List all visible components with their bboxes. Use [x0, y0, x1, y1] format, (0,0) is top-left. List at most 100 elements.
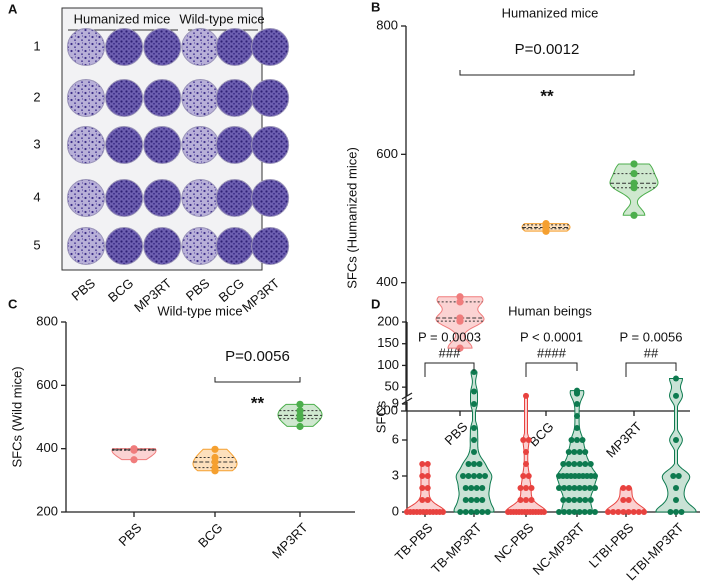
data-point — [419, 473, 426, 479]
row-label: 4 — [33, 189, 40, 204]
data-point — [630, 211, 638, 219]
p-value: P=0.0012 — [515, 41, 580, 58]
x-tick-label: TB-PBS — [392, 520, 436, 564]
data-point — [582, 497, 589, 503]
group-label: Humanized mice — [74, 11, 171, 26]
well — [251, 28, 290, 66]
data-point — [130, 445, 138, 453]
significance: #### — [537, 345, 567, 360]
x-tick-label: TB-MP3RT — [428, 520, 484, 576]
data-point — [465, 461, 472, 467]
data-point — [419, 461, 426, 467]
y-tick-label: 150 — [377, 335, 399, 350]
data-point — [457, 509, 464, 515]
data-point — [473, 485, 480, 491]
significance: ** — [251, 393, 265, 412]
x-tick-label: NC-MP3RT — [530, 520, 588, 578]
data-point — [471, 473, 477, 479]
well — [181, 179, 220, 217]
data-point — [476, 461, 483, 467]
y-tick-label: 400 — [36, 440, 58, 455]
well — [143, 126, 182, 164]
data-point — [571, 449, 578, 455]
data-point — [211, 464, 219, 472]
y-tick-label: 6 — [392, 431, 399, 446]
bracket — [424, 362, 475, 377]
y-axis-label: SFCs (Wild mice) — [9, 366, 24, 467]
well — [215, 79, 254, 117]
data-point — [456, 298, 464, 306]
data-point — [523, 392, 529, 399]
data-point — [587, 461, 594, 467]
row-label: 5 — [33, 237, 40, 252]
data-point — [592, 473, 598, 479]
data-point — [424, 485, 431, 491]
data-point — [673, 392, 679, 399]
well — [215, 28, 254, 66]
y-axis-label: SFCs — [373, 400, 388, 433]
well — [143, 79, 182, 117]
data-point — [440, 509, 446, 515]
panel-label: D — [371, 296, 380, 311]
data-point — [610, 509, 617, 515]
well — [181, 28, 220, 66]
data-point — [581, 485, 588, 491]
p-value: P < 0.0001 — [520, 329, 583, 344]
data-point — [460, 473, 466, 479]
y-tick-label: 600 — [36, 377, 58, 392]
x-tick-label: LTBI-PBS — [586, 520, 637, 571]
data-point — [520, 473, 527, 479]
data-point — [625, 497, 632, 503]
data-point — [479, 497, 486, 503]
bracket — [625, 362, 677, 377]
x-tick-label: NC-PBS — [491, 520, 537, 566]
data-point — [517, 485, 524, 491]
well — [66, 79, 105, 117]
p-value: P = 0.0003 — [418, 329, 481, 344]
data-point — [574, 425, 580, 431]
data-point — [565, 461, 572, 467]
violin — [111, 448, 157, 461]
data-point — [462, 497, 469, 503]
data-point — [574, 387, 580, 394]
x-tick-label: PBS — [442, 419, 471, 448]
data-point — [576, 497, 583, 503]
chart-title: Humanized mice — [502, 5, 599, 20]
well — [143, 179, 182, 217]
data-point — [586, 509, 593, 515]
y-tick-label: 400 — [376, 274, 398, 289]
well — [215, 126, 254, 164]
data-point — [471, 449, 477, 455]
data-point — [576, 509, 583, 515]
well — [105, 79, 144, 117]
well — [215, 227, 254, 265]
column-label: MP3RT — [239, 275, 282, 315]
data-point — [541, 509, 547, 515]
data-point — [471, 368, 477, 375]
well — [66, 179, 105, 217]
data-point — [630, 160, 638, 168]
data-point — [576, 449, 583, 455]
data-point — [523, 449, 529, 455]
data-point — [523, 461, 529, 467]
data-point — [592, 485, 598, 491]
column-label: PBS — [69, 275, 99, 303]
data-point — [565, 497, 572, 503]
data-point — [571, 497, 578, 503]
x-tick-label: BCG — [526, 419, 557, 450]
data-point — [471, 461, 477, 467]
data-point — [471, 425, 477, 431]
data-point — [574, 401, 580, 407]
data-point — [462, 485, 469, 491]
data-point — [576, 461, 583, 467]
group-label: Wild-type mice — [179, 11, 264, 26]
data-point — [673, 509, 679, 515]
data-point — [586, 485, 593, 491]
well — [105, 179, 144, 217]
data-point — [582, 449, 589, 455]
data-point — [641, 509, 647, 515]
y-tick-label: 800 — [36, 313, 58, 328]
row-label: 3 — [33, 136, 40, 151]
data-point — [471, 401, 477, 407]
